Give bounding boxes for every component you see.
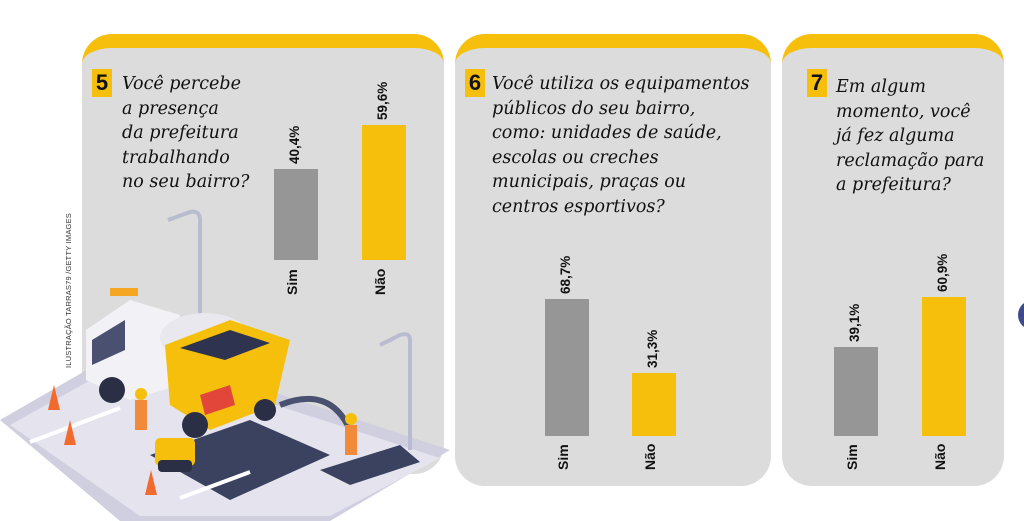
question-5-bar-sim	[274, 168, 318, 260]
lane-line-2	[179, 470, 251, 500]
question-6-category-sim: Sim	[555, 444, 571, 470]
street-lamp-2	[379, 332, 412, 450]
question-7-bar-nao	[922, 297, 966, 436]
asphalt-patch-2	[320, 445, 420, 485]
truck-cab	[86, 300, 180, 400]
question-7-panel	[782, 34, 1004, 486]
traffic-cone-2	[64, 420, 76, 445]
worker-2	[345, 425, 357, 455]
question-7-text: Em algum momento, você já fez alguma rec…	[836, 77, 985, 195]
question-6-value-nao: 31,3%	[645, 330, 660, 369]
question-5-category-nao: Não	[372, 268, 388, 295]
question-5-value-sim: 40,4%	[287, 125, 302, 164]
question-6-bar-sim	[545, 298, 589, 436]
road-roller	[155, 438, 195, 466]
asphalt-patch	[150, 420, 330, 500]
question-6-bar-nao	[632, 373, 676, 436]
truck-wheel	[99, 377, 125, 403]
worker-2-helmet	[345, 413, 357, 425]
question-5-number: 5	[92, 69, 112, 97]
question-6-panel	[455, 34, 771, 486]
question-6-value-sim: 68,7%	[558, 255, 573, 294]
truck-window	[92, 320, 125, 365]
question-5-text: Você percebe a presença da prefeitura tr…	[122, 74, 250, 192]
hopper-asphalt	[180, 330, 270, 360]
question-7-category-nao: Não	[932, 443, 948, 470]
road-work-illustration	[0, 209, 450, 521]
worker	[135, 400, 147, 430]
question-6-text: Você utiliza os equipamentos públicos do…	[492, 74, 750, 217]
traffic-cone-3	[145, 470, 157, 495]
edge-decoration	[1018, 300, 1024, 330]
lane-line	[29, 406, 121, 444]
traffic-cone	[48, 385, 60, 410]
question-7-category-sim: Sim	[844, 444, 860, 470]
question-7-value-sim: 39,1%	[847, 303, 862, 342]
image-credit: ILUSTRAÇÃO TARRAS79 /GETTY IMAGES	[64, 213, 73, 368]
truck-beacon	[110, 288, 138, 296]
hopper-stripe	[200, 385, 235, 415]
question-5-value-nao: 59,6%	[375, 82, 390, 121]
truck-wheel-2	[182, 412, 208, 438]
question-6-number: 6	[465, 69, 485, 97]
question-7-number: 7	[807, 69, 827, 97]
road-roller-drum	[158, 460, 192, 472]
question-5-category-sim: Sim	[284, 269, 300, 295]
question-7-bar-sim	[834, 346, 878, 436]
question-6-category-nao: Não	[642, 443, 658, 470]
question-5-bar-nao	[362, 125, 406, 260]
truck-wheel-3	[254, 399, 276, 421]
question-7-value-nao: 60,9%	[935, 253, 950, 293]
worker-helmet	[135, 388, 147, 400]
street-lamp	[167, 209, 202, 320]
